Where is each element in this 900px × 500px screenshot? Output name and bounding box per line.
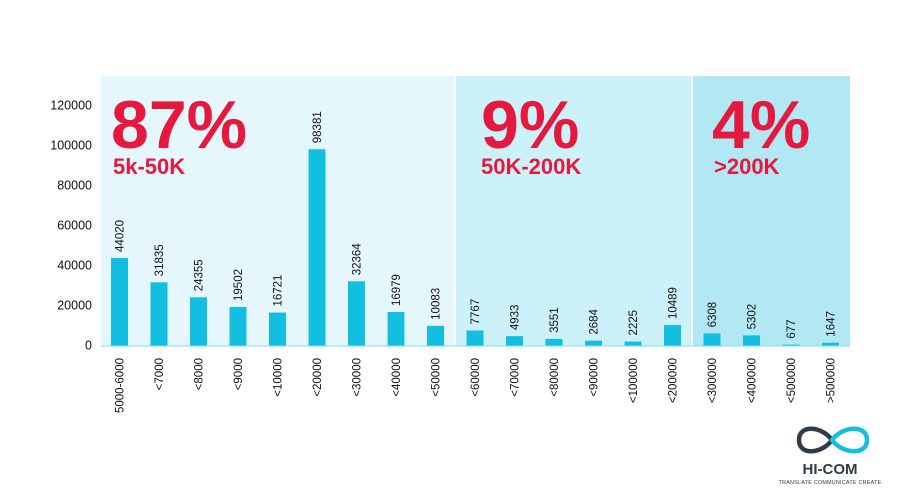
region-mid-panel	[455, 76, 693, 346]
bar-data-label: 3551	[549, 307, 561, 333]
bar-data-label: 7767	[470, 299, 482, 325]
x-tick-label: <80000	[549, 358, 561, 397]
x-tick-label: <50000	[431, 358, 443, 397]
bar	[703, 333, 721, 346]
bar	[782, 344, 800, 346]
x-tick-label: <200000	[668, 358, 680, 403]
bar	[308, 149, 326, 346]
x-tick-label: <70000	[510, 358, 522, 397]
bar	[229, 306, 247, 346]
x-tick-label: <90000	[589, 358, 601, 397]
y-tick-label: 40000	[57, 258, 92, 272]
bar	[269, 312, 286, 346]
region-high-range: >200K	[714, 154, 780, 179]
bar	[427, 325, 444, 346]
bar-data-label: 4933	[510, 305, 522, 331]
bar-data-label: 1647	[826, 311, 838, 337]
bars	[111, 149, 839, 346]
bar	[743, 335, 760, 346]
bar	[150, 282, 168, 346]
bar	[190, 297, 207, 346]
x-tick-label: <20000	[312, 358, 324, 397]
bar-data-label: 32364	[352, 243, 364, 276]
bar-data-label: 31835	[154, 244, 166, 276]
bar	[348, 281, 365, 346]
bar-data-label: 677	[786, 319, 798, 338]
logo-name: HI-COM	[803, 461, 858, 478]
bar-data-label: 44020	[115, 220, 127, 252]
y-tick-label: 60000	[57, 218, 92, 232]
x-tick-label: <7000	[154, 358, 166, 390]
logo-tagline: TRANSLATE COMMUNICATE CREATE	[779, 480, 882, 486]
region-mid-percent: 9%	[481, 87, 579, 163]
bar	[466, 330, 484, 346]
x-tick-label: <40000	[391, 358, 403, 397]
x-tick-label: <400000	[747, 358, 759, 403]
bar-data-label: 16721	[273, 275, 285, 307]
x-tick-label: <500000	[786, 358, 798, 403]
bar	[624, 341, 642, 346]
x-tick-label: >500000	[826, 358, 838, 403]
bar-data-label: 2225	[628, 310, 640, 336]
region-mid-range: 50K-200K	[481, 154, 581, 179]
bar-data-label: 16979	[391, 274, 403, 306]
x-tick-label: <8000	[194, 358, 206, 390]
x-tick-label: <100000	[628, 358, 640, 403]
bar	[545, 338, 563, 346]
x-tick-label: <300000	[707, 358, 719, 403]
region-high-panel	[692, 76, 850, 346]
bar-data-label: 6308	[707, 302, 719, 328]
bar	[822, 342, 839, 346]
y-tick-label: 100000	[50, 138, 92, 152]
y-tick-label: 20000	[57, 298, 92, 312]
region-high-percent: 4%	[712, 87, 810, 163]
region-low-percent: 87%	[111, 87, 247, 163]
x-tick-label: <60000	[470, 358, 482, 397]
data-labels: 44020 31835 24355 19502 16721 98381 32364 16979…	[115, 111, 838, 338]
x-tick-label: 5000-6000	[115, 358, 127, 413]
bar-data-label: 10083	[431, 288, 443, 320]
y-tick-label: 0	[85, 338, 92, 352]
bar-data-label: 10489	[668, 287, 680, 319]
y-tick-label: 120000	[50, 98, 92, 112]
y-tick-label: 80000	[57, 178, 92, 192]
x-tick-label: <30000	[352, 358, 364, 397]
x-axis: 5000-6000 <7000 <8000 <9000 <10000 <20000 <300…	[115, 358, 838, 413]
bar	[111, 257, 128, 346]
bar-data-label: 98381	[312, 111, 324, 143]
bar-data-label: 2684	[589, 308, 601, 334]
bar	[664, 325, 681, 346]
infinity-loop-icon	[796, 426, 870, 454]
bar-data-label: 24355	[194, 259, 206, 291]
bar	[506, 336, 523, 346]
bar	[387, 312, 405, 346]
bar-data-label: 5302	[747, 304, 759, 330]
hi-com-logo: HI-COM TRANSLATE COMMUNICATE CREATE	[779, 426, 882, 486]
bar	[585, 340, 602, 346]
bar-data-label: 19502	[233, 269, 245, 301]
x-tick-label: <10000	[273, 358, 285, 397]
region-low-range: 5k-50K	[113, 154, 185, 179]
x-tick-label: <9000	[233, 358, 245, 390]
y-axis: 0 20000 40000 60000 80000 100000 120000	[50, 98, 92, 352]
